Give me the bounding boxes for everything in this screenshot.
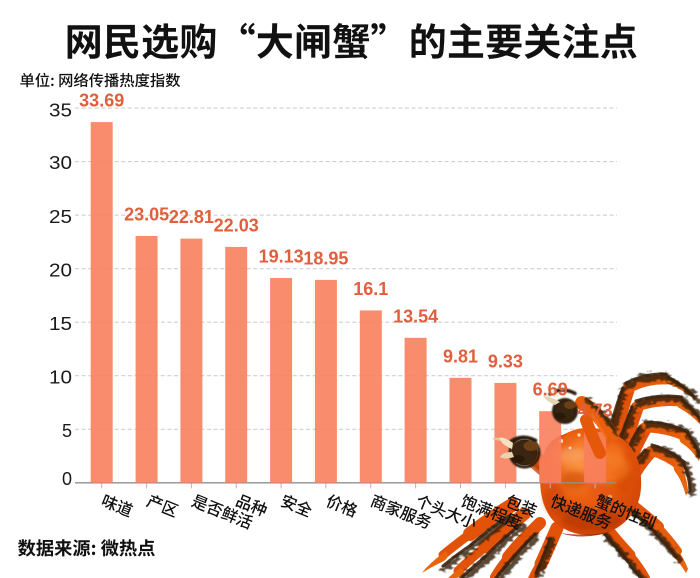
svg-text:22.03: 22.03 — [214, 215, 259, 235]
svg-text:10: 10 — [49, 368, 72, 388]
svg-text:4.73: 4.73 — [578, 401, 613, 421]
svg-text:35: 35 — [49, 101, 72, 121]
svg-text:19.13: 19.13 — [259, 247, 304, 267]
svg-text:15: 15 — [49, 314, 72, 334]
svg-text:9.33: 9.33 — [488, 351, 523, 371]
svg-text:23.05: 23.05 — [124, 205, 169, 225]
svg-text:16.1: 16.1 — [353, 279, 388, 299]
svg-text:0: 0 — [62, 469, 72, 489]
svg-text:18.95: 18.95 — [303, 248, 348, 268]
svg-text:25: 25 — [49, 207, 72, 227]
svg-text:20: 20 — [49, 261, 72, 281]
svg-text:9.81: 9.81 — [443, 346, 478, 366]
svg-text:22.81: 22.81 — [169, 207, 214, 227]
svg-text:13.54: 13.54 — [393, 306, 438, 326]
svg-text:6.69: 6.69 — [533, 380, 568, 400]
svg-text:33.69: 33.69 — [79, 91, 124, 111]
svg-text:30: 30 — [49, 153, 72, 173]
svg-text:5: 5 — [62, 421, 72, 441]
